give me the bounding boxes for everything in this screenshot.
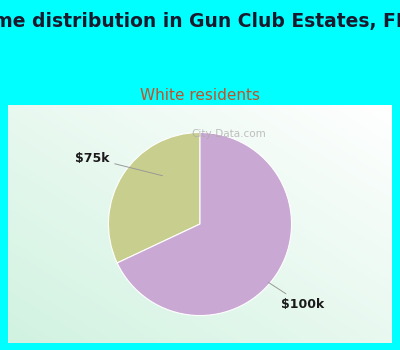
Wedge shape [117,132,292,316]
Text: White residents: White residents [140,88,260,103]
Text: $100k: $100k [268,282,324,311]
Text: City-Data.com: City-Data.com [191,128,266,139]
Text: Income distribution in Gun Club Estates, FL (%): Income distribution in Gun Club Estates,… [0,12,400,31]
Text: $75k: $75k [75,152,162,176]
Wedge shape [108,132,200,263]
